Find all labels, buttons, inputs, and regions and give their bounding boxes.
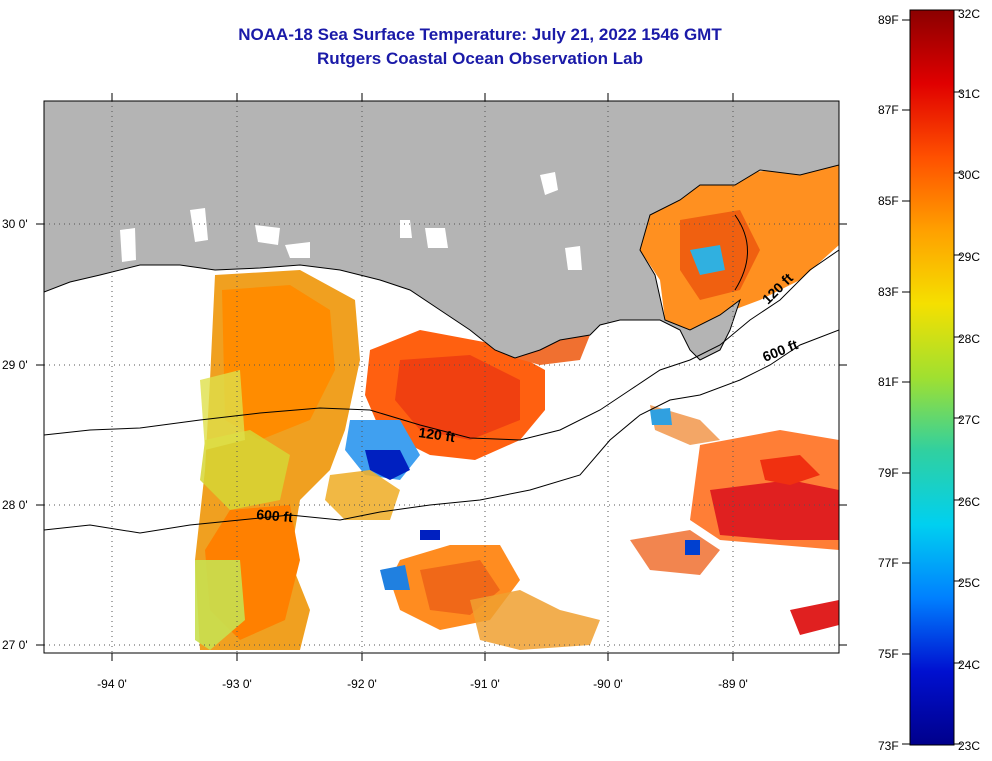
colorbar-f-77: 77F <box>878 556 899 570</box>
lon-label-93: -93 0' <box>222 677 252 691</box>
contour-label-120ft-central: 120 ft <box>418 424 457 445</box>
colorbar-c-30: 30C <box>958 168 980 182</box>
lon-label-90: -90 0' <box>593 677 623 691</box>
map-area <box>44 101 839 653</box>
colorbar-f-73: 73F <box>878 739 899 753</box>
tick-marks <box>36 93 847 661</box>
lon-label-89: -89 0' <box>718 677 748 691</box>
graticule <box>44 101 839 653</box>
lon-label-92: -92 0' <box>347 677 377 691</box>
temperature-colorbar: 89F 87F 85F 83F 81F 79F 77F 75F 73F 32C … <box>878 7 980 753</box>
lat-label-28: 28 0' <box>2 498 28 512</box>
lat-label-29: 29 0' <box>2 358 28 372</box>
lat-label-27: 27 0' <box>2 638 28 652</box>
contour-600ft <box>44 329 839 534</box>
map-border <box>43 100 840 654</box>
colorbar-c-32: 32C <box>958 7 980 21</box>
lat-label-30: 30 0' <box>2 217 28 231</box>
coastline <box>44 164 839 361</box>
colorbar-c-31: 31C <box>958 87 980 101</box>
colorbar-c-28: 28C <box>958 332 980 346</box>
lon-label-91: -91 0' <box>470 677 500 691</box>
contour-label-600ft-west: 600 ft <box>256 506 294 525</box>
colorbar-f-79: 79F <box>878 466 899 480</box>
colorbar-f-89: 89F <box>878 13 899 27</box>
lon-label-94: -94 0' <box>97 677 127 691</box>
colorbar-f-87: 87F <box>878 103 899 117</box>
colorbar-c-24: 24C <box>958 658 980 672</box>
colorbar-f-83: 83F <box>878 285 899 299</box>
land-clouds <box>120 172 582 270</box>
map-title: NOAA-18 Sea Surface Temperature: July 21… <box>238 25 722 44</box>
colorbar-f-85: 85F <box>878 194 899 208</box>
map-subtitle: Rutgers Coastal Ocean Observation Lab <box>317 49 643 68</box>
colorbar-f-75: 75F <box>878 647 899 661</box>
colorbar-c-29: 29C <box>958 250 980 264</box>
colorbar-c-25: 25C <box>958 576 980 590</box>
colorbar-c-27: 27C <box>958 413 980 427</box>
colorbar-c-26: 26C <box>958 495 980 509</box>
colorbar-c-23: 23C <box>958 739 980 753</box>
colorbar-f-81: 81F <box>878 375 899 389</box>
contour-120ft <box>44 249 839 441</box>
